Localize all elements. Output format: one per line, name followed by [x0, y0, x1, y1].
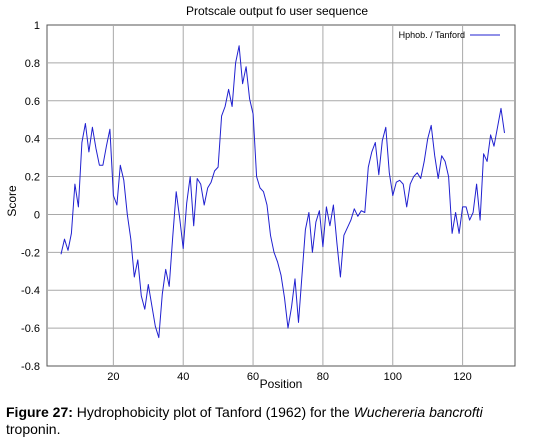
x-tick-label: 40 — [177, 371, 189, 383]
series-layer — [60, 45, 505, 339]
legend-label: Hphob. / Tanford — [399, 30, 465, 40]
y-tick-label: 0.6 — [25, 96, 40, 108]
series-line-hydrophobicity — [60, 45, 505, 339]
grid — [47, 25, 515, 366]
x-tick-label: 100 — [384, 371, 402, 383]
caption-label: Figure 27: — [6, 404, 73, 420]
x-axis-label: Position — [260, 377, 303, 391]
caption-text-after: troponin. — [6, 421, 61, 437]
chart-title: Protscale output fo user sequence — [186, 4, 368, 18]
x-tick-label: 120 — [453, 371, 471, 383]
y-tick-label: -0.6 — [21, 323, 40, 335]
y-tick-label: 0.8 — [25, 58, 40, 70]
x-tick-label: 80 — [317, 371, 329, 383]
legend: Hphob. / Tanford — [399, 30, 500, 40]
y-axis-label: Score — [5, 185, 19, 217]
caption-text-before: Hydrophobicity plot of Tanford (1962) fo… — [72, 404, 354, 420]
plot-frame — [46, 24, 516, 367]
y-tick-label: -0.2 — [21, 247, 40, 259]
x-tick-label: 60 — [247, 371, 259, 383]
y-tick-label: -0.4 — [21, 285, 40, 297]
figure-caption: Figure 27: Hydrophobicity plot of Tanfor… — [6, 404, 530, 438]
y-tick-label: 1 — [34, 20, 40, 32]
y-tick-label: 0.2 — [25, 172, 40, 184]
y-tick-label: -0.8 — [21, 361, 40, 373]
x-tick-label: 20 — [107, 371, 119, 383]
caption-species: Wuchereria bancrofti — [353, 404, 483, 420]
y-tick-label: 0.4 — [25, 134, 40, 146]
y-tick-label: 0 — [34, 209, 40, 221]
